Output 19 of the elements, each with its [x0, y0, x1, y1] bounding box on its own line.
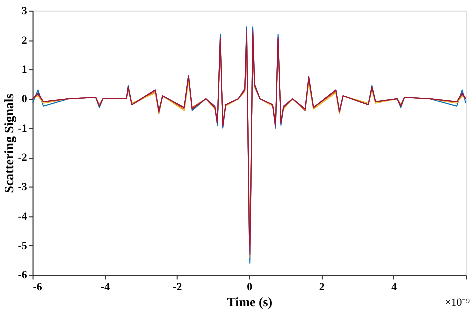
- y-axis-title: Scattering Signals: [1, 94, 16, 194]
- text: ×10⁻⁹: [445, 297, 470, 310]
- x-tick-label: 4: [392, 282, 398, 294]
- y-tick-label: -6: [18, 270, 28, 282]
- y-tick-label: 1: [22, 64, 28, 76]
- y-tick-label: -5: [18, 240, 28, 252]
- y-tick-label: 3: [22, 5, 28, 18]
- y-tick-label: 2: [22, 34, 28, 47]
- x-axis-title: Time (s): [227, 294, 273, 310]
- x-tick-label: -4: [100, 282, 111, 294]
- y-tick-label: -4: [18, 210, 28, 223]
- y-tick-label: -3: [18, 182, 28, 194]
- y-tick-label: 0: [22, 94, 28, 106]
- y-tick-label: -1: [18, 122, 28, 135]
- x-tick-label: 0: [247, 282, 254, 294]
- y-tick-label: -2: [18, 152, 28, 164]
- x-tick-label: -2: [173, 282, 182, 294]
- x-tick-label: -6: [33, 282, 43, 294]
- x-tick-label: 2: [319, 282, 325, 294]
